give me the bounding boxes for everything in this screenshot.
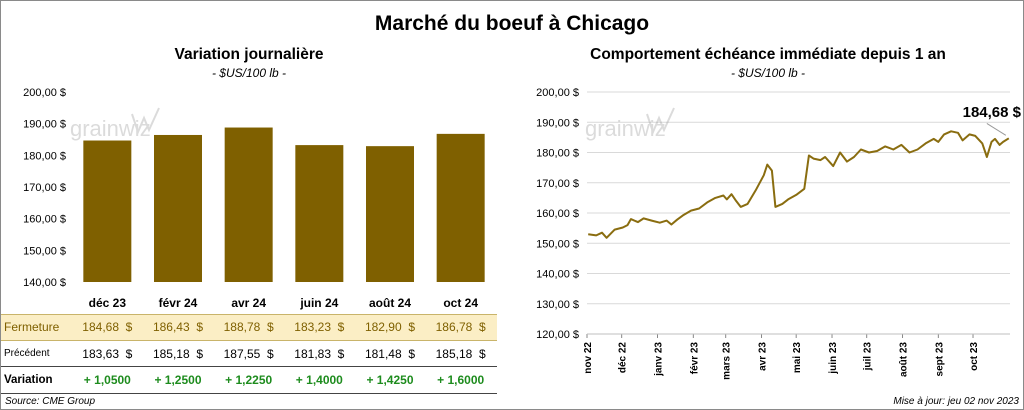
table-cell: 188,78 $	[223, 320, 274, 334]
table-cell: 185,18 $	[435, 347, 486, 361]
y-tick-label: 180,00 $	[536, 148, 579, 160]
bar	[83, 140, 132, 282]
table-cell: 181,48 $	[364, 347, 415, 361]
x-tick-label: août 23	[899, 342, 910, 377]
x-tick-label: févr 24	[159, 296, 198, 310]
bar	[154, 134, 202, 282]
table-cell: + 1,4250	[366, 373, 414, 387]
label-leader	[986, 123, 1007, 136]
x-tick-label: mars 23	[722, 342, 733, 380]
bar	[295, 145, 344, 282]
row-label: Précédent	[4, 348, 50, 359]
x-tick-label: avr 23	[758, 342, 769, 371]
y-tick-label: 120,00 $	[536, 329, 579, 341]
svg-text:grainwiz: grainwiz	[70, 116, 151, 141]
table-cell: + 1,4000	[295, 373, 343, 387]
table-cell: + 1,0500	[83, 373, 131, 387]
x-tick-label: janv 23	[654, 342, 665, 377]
table-cell: 183,63 $	[82, 347, 133, 361]
row-label: Variation	[4, 374, 53, 386]
y-tick-label: 160,00 $	[23, 214, 66, 226]
table-cell: 185,18 $	[152, 347, 203, 361]
bar-chart: 140,00 $ 150,00 $ 160,00 $ 170,00 $ 180,00 $…	[23, 87, 485, 310]
table-cell: 184,68 $	[82, 320, 133, 334]
grainwiz-logo: grainwiz	[585, 107, 675, 141]
last-value-label: 184,68 $	[963, 104, 1022, 121]
left-chart-unit: - $US/100 lb -	[211, 66, 287, 80]
x-tick-label: juin 23	[828, 342, 839, 375]
y-tick-label: 170,00 $	[536, 178, 579, 190]
table-cell: 182,90 $	[364, 320, 415, 334]
table-cell: 181,83 $	[294, 347, 345, 361]
y-tick-label: 190,00 $	[536, 117, 579, 129]
y-tick-label: 200,00 $	[536, 87, 579, 99]
x-tick-label: févr 23	[689, 342, 700, 375]
x-tick-label: août 24	[369, 296, 411, 310]
y-tick-label: 150,00 $	[23, 245, 66, 257]
svg-text:grainwiz: grainwiz	[585, 116, 666, 141]
update-note: Mise à jour: jeu 02 nov 2023	[893, 396, 1019, 407]
table-row-fermeture: Fermeture 184,68 $ 186,43 $ 188,78 $ 183,23 …	[1, 314, 497, 341]
x-tick-label: nov 22	[583, 342, 594, 374]
source-note: Source: CME Group	[5, 396, 96, 407]
y-tick-label: 150,00 $	[536, 238, 579, 250]
right-chart-unit: - $US/100 lb -	[730, 66, 806, 80]
x-tick-label: déc 22	[618, 342, 629, 374]
row-label: Fermeture	[4, 320, 60, 334]
y-tick-label: 170,00 $	[23, 182, 66, 194]
line-chart: 120,00 $ 130,00 $ 140,00 $ 150,00 $ 160,00 $…	[536, 87, 1022, 380]
right-chart-title: Comportement échéance immédiate depuis 1…	[590, 46, 946, 63]
bar	[224, 127, 273, 282]
x-tick-label: oct 23	[969, 342, 980, 371]
x-tick-label: sept 23	[934, 342, 945, 377]
table-cell: 186,43 $	[152, 320, 203, 334]
bar	[436, 133, 485, 282]
y-tick-label: 140,00 $	[536, 269, 579, 281]
table-row-variation: Variation + 1,0500 + 1,2500 + 1,2250 + 1,400…	[1, 366, 497, 394]
y-tick-label: 190,00 $	[23, 119, 66, 131]
table-cell: + 1,2250	[225, 373, 273, 387]
y-tick-label: 130,00 $	[536, 299, 579, 311]
page-title: Marché du boeuf à Chicago	[374, 12, 650, 35]
price-line	[588, 130, 1010, 239]
table-cell: 186,78 $	[435, 320, 486, 334]
bar	[366, 146, 414, 282]
left-chart-title: Variation journalière	[174, 46, 324, 63]
table-cell: 187,55 $	[223, 347, 274, 361]
grainwiz-logo: grainwiz	[70, 107, 160, 141]
x-tick-label: avr 24	[231, 296, 266, 310]
y-tick-label: 140,00 $	[23, 277, 66, 289]
y-tick-label: 160,00 $	[536, 208, 579, 220]
table-cell: 183,23 $	[294, 320, 345, 334]
x-tick-label: juil 23	[863, 342, 874, 372]
table-cell: + 1,6000	[437, 373, 485, 387]
x-tick-label: oct 24	[443, 296, 478, 310]
x-tick-label: mai 23	[792, 342, 803, 374]
x-tick-label: juin 24	[299, 296, 338, 310]
table-row-precedent: Précédent 183,63 $ 185,18 $ 187,55 $ 181,83 …	[1, 342, 497, 366]
table-cell: + 1,2500	[154, 373, 202, 387]
y-tick-label: 200,00 $	[23, 87, 66, 99]
x-tick-label: déc 23	[89, 296, 127, 310]
y-tick-label: 180,00 $	[23, 150, 66, 162]
